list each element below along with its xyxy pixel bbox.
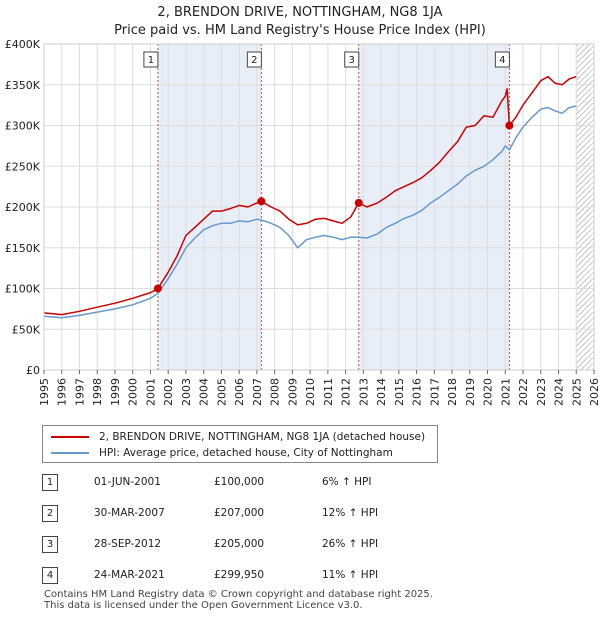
x-tick-label: 2022 bbox=[517, 378, 530, 406]
plot-frame bbox=[43, 43, 595, 371]
y-tick-label: £200K bbox=[5, 201, 41, 214]
x-tick-label: 2005 bbox=[215, 378, 228, 406]
y-tick-label: £50K bbox=[12, 323, 41, 336]
transaction-number: 4 bbox=[42, 567, 58, 584]
x-tick-label: 2026 bbox=[588, 378, 600, 406]
transaction-date: 01-JUN-2001 bbox=[94, 476, 161, 488]
transaction-date: 28-SEP-2012 bbox=[94, 538, 162, 550]
hpi-line bbox=[43, 105, 577, 319]
table-row: 2 30-MAR-2007 £207,000 12% ↑ HPI bbox=[42, 505, 422, 523]
legend-label-property: 2, BRENDON DRIVE, NOTTINGHAM, NG8 1JA (d… bbox=[99, 431, 426, 443]
transaction-hpi-change: 12% ↑ HPI bbox=[322, 507, 379, 519]
copyright-notice: Contains HM Land Registry data © Crown c… bbox=[44, 589, 433, 600]
sale-label-box bbox=[246, 51, 262, 68]
sale-point bbox=[257, 197, 266, 206]
x-tick-label: 2004 bbox=[198, 378, 211, 406]
x-tick-label: 2024 bbox=[553, 378, 566, 406]
y-tick-label: £350K bbox=[5, 79, 41, 92]
x-tick-label: 2019 bbox=[464, 378, 477, 406]
x-tick-label: 1996 bbox=[56, 378, 69, 406]
y-tick-label: £0 bbox=[26, 364, 40, 377]
sale-point bbox=[153, 284, 162, 293]
transaction-date: 30-MAR-2007 bbox=[94, 507, 165, 519]
x-tick-label: 2000 bbox=[127, 378, 140, 406]
table-row: 4 24-MAR-2021 £299,950 11% ↑ HPI bbox=[42, 567, 422, 585]
sale-label-box bbox=[143, 51, 159, 68]
x-tick-label: 2025 bbox=[570, 378, 583, 406]
x-tick-label: 1998 bbox=[91, 378, 104, 406]
x-tick-label: 2016 bbox=[411, 378, 424, 406]
table-row: 1 01-JUN-2001 £100,000 6% ↑ HPI bbox=[42, 474, 422, 492]
y-tick-label: £150K bbox=[5, 242, 41, 255]
x-tick-label: 2014 bbox=[375, 378, 388, 406]
x-tick-label: 2003 bbox=[180, 378, 193, 406]
price-chart: 1 2 3 4 £0 £50K £100K £150K £200K £250K £300K £350K… bbox=[5, 38, 600, 406]
transaction-price: £207,000 bbox=[214, 507, 265, 519]
licence-notice: This data is licensed under the Open Gov… bbox=[44, 600, 363, 611]
x-tick-label: 1999 bbox=[109, 378, 122, 406]
x-tick-label: 2020 bbox=[482, 378, 495, 406]
legend-item-property: 2, BRENDON DRIVE, NOTTINGHAM, NG8 1JA (d… bbox=[43, 429, 425, 445]
x-tick-label: 2009 bbox=[286, 378, 299, 406]
sale-point bbox=[354, 198, 363, 207]
x-tick-label: 2023 bbox=[535, 378, 548, 406]
sale-label-number: 3 bbox=[349, 55, 355, 66]
chart-legend: 2, BRENDON DRIVE, NOTTINGHAM, NG8 1JA (d… bbox=[42, 425, 438, 463]
legend-label-hpi: HPI: Average price, detached house, City… bbox=[99, 447, 393, 459]
sale-label-box bbox=[344, 51, 360, 68]
x-tick-label: 2021 bbox=[499, 378, 512, 406]
x-tick-label: 2002 bbox=[162, 378, 175, 406]
y-tick-label: £250K bbox=[5, 160, 41, 173]
table-row: 3 28-SEP-2012 £205,000 26% ↑ HPI bbox=[42, 536, 422, 554]
transaction-number: 1 bbox=[42, 474, 58, 491]
chart-subtitle: Price paid vs. HM Land Registry's House … bbox=[114, 23, 486, 38]
y-tick-label: £300K bbox=[5, 120, 41, 133]
transaction-price: £100,000 bbox=[214, 476, 265, 488]
legend-swatch-hpi bbox=[51, 452, 89, 454]
x-tick-label: 2013 bbox=[357, 378, 370, 406]
x-tick-label: 2008 bbox=[269, 378, 282, 406]
x-tick-label: 2015 bbox=[393, 378, 406, 406]
x-tick-label: 2001 bbox=[144, 378, 157, 406]
transaction-hpi-change: 26% ↑ HPI bbox=[322, 538, 379, 550]
x-tick-label: 2007 bbox=[251, 378, 264, 406]
x-tick-label: 2018 bbox=[446, 378, 459, 406]
y-tick-label: £100K bbox=[5, 283, 41, 296]
transaction-price: £299,950 bbox=[214, 569, 265, 581]
sale-label-number: 2 bbox=[251, 55, 257, 66]
chart-title: 2, BRENDON DRIVE, NOTTINGHAM, NG8 1JA bbox=[157, 5, 443, 20]
legend-item-hpi: HPI: Average price, detached house, City… bbox=[43, 445, 393, 461]
sale-label-number: 1 bbox=[148, 55, 154, 66]
x-tick-label: 2010 bbox=[304, 378, 317, 406]
sale-point bbox=[505, 121, 514, 130]
transaction-number: 2 bbox=[42, 505, 58, 522]
x-tick-label: 2017 bbox=[428, 378, 441, 406]
transaction-price: £205,000 bbox=[214, 538, 265, 550]
x-tick-label: 1995 bbox=[38, 378, 51, 406]
x-tick-label: 2006 bbox=[233, 378, 246, 406]
x-tick-label: 1997 bbox=[73, 378, 86, 406]
transaction-hpi-change: 11% ↑ HPI bbox=[322, 569, 379, 581]
sale-label-number: 4 bbox=[499, 55, 505, 66]
y-tick-label: £400K bbox=[5, 38, 41, 51]
property-price-line bbox=[43, 75, 577, 316]
transaction-date: 24-MAR-2021 bbox=[94, 569, 165, 581]
transaction-number: 3 bbox=[42, 536, 58, 553]
sale-label-box bbox=[494, 51, 510, 68]
legend-swatch-property bbox=[51, 436, 89, 438]
x-tick-label: 2012 bbox=[340, 378, 353, 406]
transaction-hpi-change: 6% ↑ HPI bbox=[322, 476, 372, 488]
x-tick-label: 2011 bbox=[322, 378, 335, 406]
